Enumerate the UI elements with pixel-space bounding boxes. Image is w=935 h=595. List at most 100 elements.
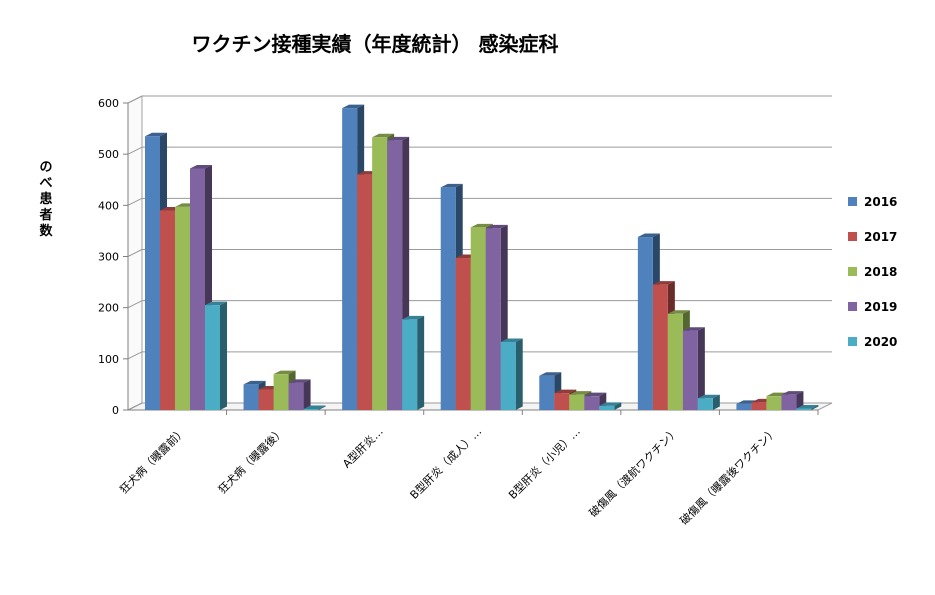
bar-front bbox=[258, 389, 274, 410]
bar-2020 bbox=[303, 405, 326, 410]
bar-front bbox=[243, 384, 259, 410]
bar-top bbox=[500, 338, 523, 342]
bar-front bbox=[697, 398, 713, 410]
bar-top bbox=[539, 372, 562, 376]
bar-side bbox=[515, 338, 523, 410]
x-tick-label: 破傷風（曝露後ワクチン） bbox=[677, 424, 780, 527]
bar-front bbox=[796, 408, 812, 410]
bar-front bbox=[539, 375, 555, 410]
bar-top bbox=[697, 394, 720, 399]
legend-label: 2019 bbox=[864, 300, 897, 314]
bar-front bbox=[682, 330, 698, 410]
y-tick-label: 400 bbox=[98, 199, 119, 212]
y-tick-label: 100 bbox=[98, 353, 119, 366]
bar-2020 bbox=[599, 402, 622, 410]
x-tick-label: 狂犬病（曝露前） bbox=[116, 424, 188, 496]
x-tick-label: B型肝炎（成人）… bbox=[407, 424, 484, 501]
bar-top bbox=[440, 183, 463, 188]
bar-side bbox=[417, 315, 425, 410]
bar-side bbox=[303, 379, 311, 410]
bar-side bbox=[811, 404, 819, 410]
bar-front bbox=[440, 187, 456, 410]
y-axis-label: のべ患者数 bbox=[39, 160, 53, 239]
bar-top bbox=[584, 392, 607, 397]
bar-2020 bbox=[402, 315, 425, 410]
gridline-depth bbox=[127, 95, 143, 104]
legend-swatch bbox=[848, 337, 857, 346]
bar-front bbox=[584, 396, 600, 410]
bar-front bbox=[342, 108, 358, 410]
bar-top bbox=[682, 327, 705, 331]
bar-side bbox=[220, 301, 227, 410]
legend-label: 2018 bbox=[864, 265, 897, 279]
bar-front bbox=[273, 374, 289, 410]
bar-front bbox=[500, 341, 516, 410]
bar-top bbox=[145, 132, 167, 137]
gridline-depth bbox=[127, 197, 143, 206]
bar-side bbox=[614, 402, 622, 410]
gridline-depth bbox=[127, 300, 143, 309]
bar-front bbox=[387, 140, 403, 410]
bar-side bbox=[796, 391, 804, 410]
bar-top bbox=[599, 402, 622, 406]
bar-front bbox=[160, 210, 175, 410]
bar-front bbox=[455, 258, 471, 410]
bar-top bbox=[781, 391, 804, 395]
chart-title: ワクチン接種実績（年度統計） 感染症科 bbox=[191, 32, 559, 56]
bar-top bbox=[554, 389, 577, 394]
bar-2020 bbox=[500, 338, 523, 410]
bar-2019 bbox=[682, 327, 705, 410]
bar-front bbox=[599, 405, 615, 410]
bar-top bbox=[372, 133, 395, 138]
x-tick-label: A型肝炎… bbox=[339, 424, 385, 470]
bar-2020 bbox=[205, 301, 227, 410]
bar-front bbox=[736, 403, 752, 410]
bar-side bbox=[318, 405, 326, 410]
bar-front bbox=[145, 136, 160, 410]
gridline-depth bbox=[127, 146, 143, 155]
bar-front bbox=[372, 137, 388, 410]
bar-2020 bbox=[796, 404, 819, 410]
bar-2019 bbox=[781, 391, 804, 410]
bar-front bbox=[667, 313, 683, 410]
bar-top bbox=[342, 104, 365, 109]
bar-front bbox=[175, 206, 190, 410]
bar-top bbox=[243, 380, 266, 385]
bar-top bbox=[652, 281, 675, 285]
legend-swatch bbox=[848, 267, 857, 276]
bar-top bbox=[667, 310, 690, 314]
bar-front bbox=[766, 396, 782, 410]
bar-top bbox=[569, 391, 592, 395]
bar-front bbox=[190, 168, 205, 410]
x-tick-label: 破傷風（渡航ワクチン） bbox=[586, 424, 681, 519]
legend-swatch bbox=[848, 232, 857, 241]
bar-top bbox=[288, 379, 311, 383]
x-tick-label: 狂犬病（曝露後） bbox=[215, 424, 287, 496]
gridline-depth bbox=[127, 351, 143, 360]
bar-front bbox=[205, 305, 220, 410]
y-tick-label: 300 bbox=[98, 251, 119, 264]
bar-front bbox=[470, 227, 486, 410]
x-tick-label: B型肝炎（小児）… bbox=[505, 424, 582, 501]
bar-front bbox=[303, 408, 319, 410]
gridline-depth bbox=[127, 402, 143, 411]
bar-top bbox=[796, 404, 819, 409]
bar-top bbox=[387, 136, 410, 141]
bar-top bbox=[273, 370, 296, 375]
bar-2020 bbox=[697, 394, 720, 410]
legend-swatch bbox=[848, 197, 857, 206]
bar-top bbox=[303, 405, 326, 409]
bar-side bbox=[697, 327, 705, 410]
bar-front bbox=[652, 284, 668, 410]
bar-top bbox=[190, 164, 212, 169]
legend-swatch bbox=[848, 302, 857, 311]
bar-front bbox=[781, 394, 797, 410]
legend-label: 2016 bbox=[864, 195, 897, 209]
bar-front bbox=[637, 237, 653, 410]
bar-front bbox=[751, 402, 767, 410]
bar-front bbox=[357, 174, 373, 410]
bar-top bbox=[485, 224, 508, 229]
bar-top bbox=[470, 223, 493, 228]
bar-front bbox=[402, 319, 418, 410]
gridline-depth bbox=[127, 249, 143, 257]
